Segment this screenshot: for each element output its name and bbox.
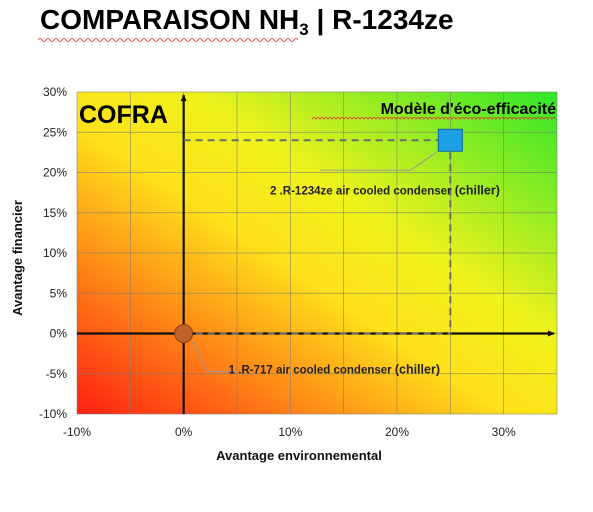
model-label-underline xyxy=(311,117,557,120)
x-tick-label: 0% xyxy=(175,425,193,439)
leader-line-point-1 xyxy=(191,341,232,372)
point-label-2: 2 .R-1234ze air cooled condenser (chille… xyxy=(270,183,500,197)
y-tick-label: 10% xyxy=(43,246,67,260)
point-marker-square xyxy=(437,128,463,152)
page-title: COMPARAISON NH3 | R-1234ze xyxy=(40,4,454,40)
y-tick-label: 30% xyxy=(43,85,67,99)
point-label-1: 1 .R-717 air cooled condenser (chiller) xyxy=(229,363,440,377)
y-tick-label: 25% xyxy=(43,125,67,139)
title-rest: | R-1234ze xyxy=(308,4,454,35)
y-tick-label: 5% xyxy=(50,286,68,300)
y-tick-label: -5% xyxy=(46,367,68,381)
point-label-1-main: 1 .R-717 air cooled condenser xyxy=(229,365,395,377)
spellcheck-underline xyxy=(38,38,298,42)
point-label-2-tail: (chiller) xyxy=(455,183,500,197)
x-tick-label: -10% xyxy=(63,425,91,439)
x-tick-label: 30% xyxy=(492,425,516,439)
y-tick-label: 15% xyxy=(43,206,67,220)
guide-lines xyxy=(183,139,452,335)
y-tick-label: -10% xyxy=(39,407,67,421)
x-tick-label: 20% xyxy=(385,425,409,439)
x-axis-label: Avantage environnemental xyxy=(216,448,382,463)
y-tick-label: 20% xyxy=(43,166,67,180)
data-points xyxy=(174,128,463,343)
point-label-2-main: 2 .R-1234ze air cooled condenser xyxy=(270,185,455,197)
cofra-label: COFRA xyxy=(79,101,168,129)
title-subscript: 3 xyxy=(299,20,309,39)
title-main: COMPARAISON NH xyxy=(40,4,300,35)
model-label: Modèle d'éco-efficacité xyxy=(381,101,557,118)
x-tick-label: 10% xyxy=(278,425,302,439)
tick-labels: 30% 25% 20% 15% 10% 5% 0% -5% -10% -10% 0% 10% 20% 30… xyxy=(39,85,516,439)
y-tick-label: 0% xyxy=(50,327,68,341)
y-axis-label: Avantage financier xyxy=(10,200,25,316)
point-labels: 2 .R-1234ze air cooled condenser (chille… xyxy=(191,151,500,377)
point-marker-circle xyxy=(174,324,194,343)
leader-line-point-2 xyxy=(320,151,437,171)
point-label-1-tail: (chiller) xyxy=(395,363,440,377)
axes xyxy=(77,94,555,414)
